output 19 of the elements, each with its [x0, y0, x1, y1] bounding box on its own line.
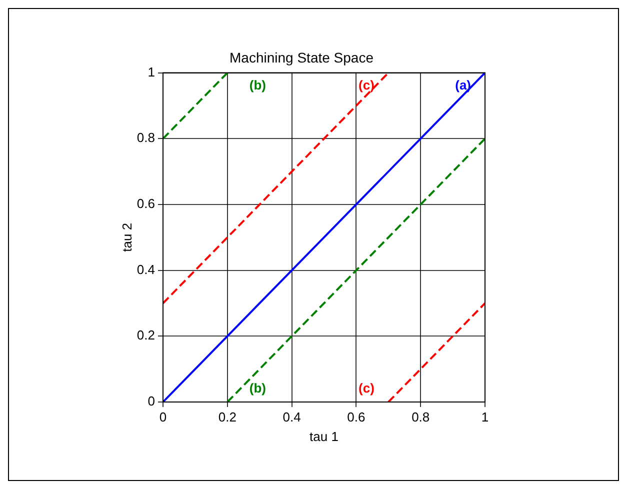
x-axis-title: tau 1 [310, 428, 338, 444]
x-tick-label: 0.8 [412, 409, 430, 424]
chart-title: Machining State Space [230, 49, 374, 66]
y-tick-label: 1 [148, 64, 155, 80]
series-label: (b) [249, 77, 266, 92]
x-tick-label: 0.2 [218, 409, 236, 424]
series-label: (c) [358, 77, 374, 92]
x-tick-label: 0 [159, 409, 167, 424]
x-tick-label: 0.4 [282, 409, 301, 424]
series-label: (c) [358, 380, 374, 396]
y-tick-label: 0.4 [136, 262, 155, 277]
y-tick-label: 0 [148, 394, 155, 409]
series-label: (b) [249, 380, 266, 396]
y-axis-title: tau 2 [119, 222, 134, 252]
x-tick-label: 1 [481, 409, 489, 424]
y-tick-label: 0.6 [136, 196, 155, 212]
x-tick-label: 0.6 [347, 409, 366, 424]
y-tick-label: 0.8 [136, 130, 155, 146]
y-tick-label: 0.2 [136, 328, 155, 343]
